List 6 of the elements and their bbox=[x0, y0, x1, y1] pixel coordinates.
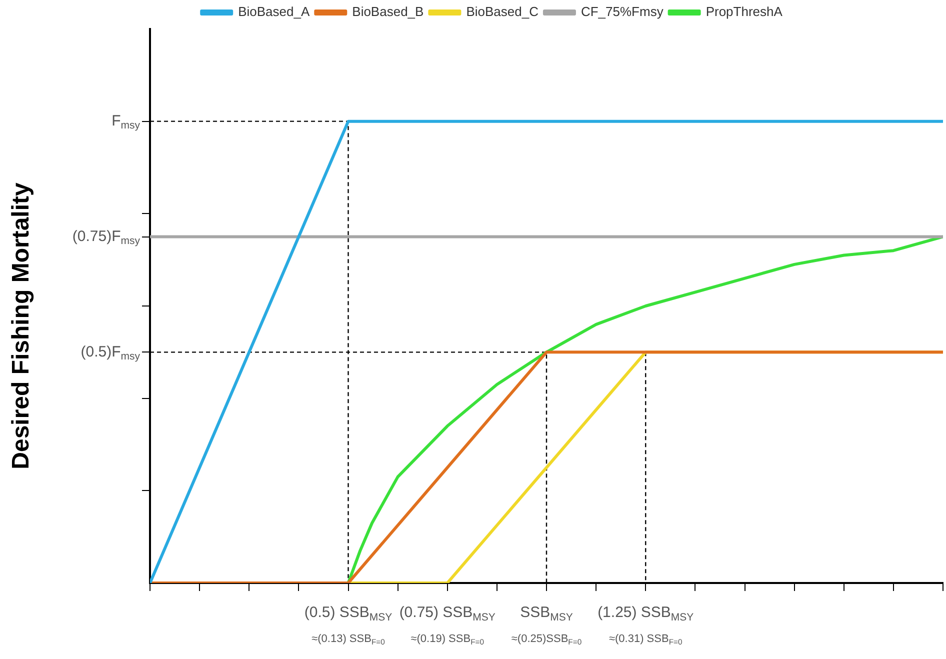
legend-label: BioBased_B bbox=[352, 4, 424, 20]
legend-label: PropThreshA bbox=[706, 4, 783, 20]
legend-label: CF_75%Fmsy bbox=[580, 4, 664, 20]
legend-label: BioBased_C bbox=[466, 4, 538, 20]
legend-label: BioBased_A bbox=[238, 4, 310, 20]
y-axis-title: Desired Fishing Mortality bbox=[8, 182, 35, 470]
